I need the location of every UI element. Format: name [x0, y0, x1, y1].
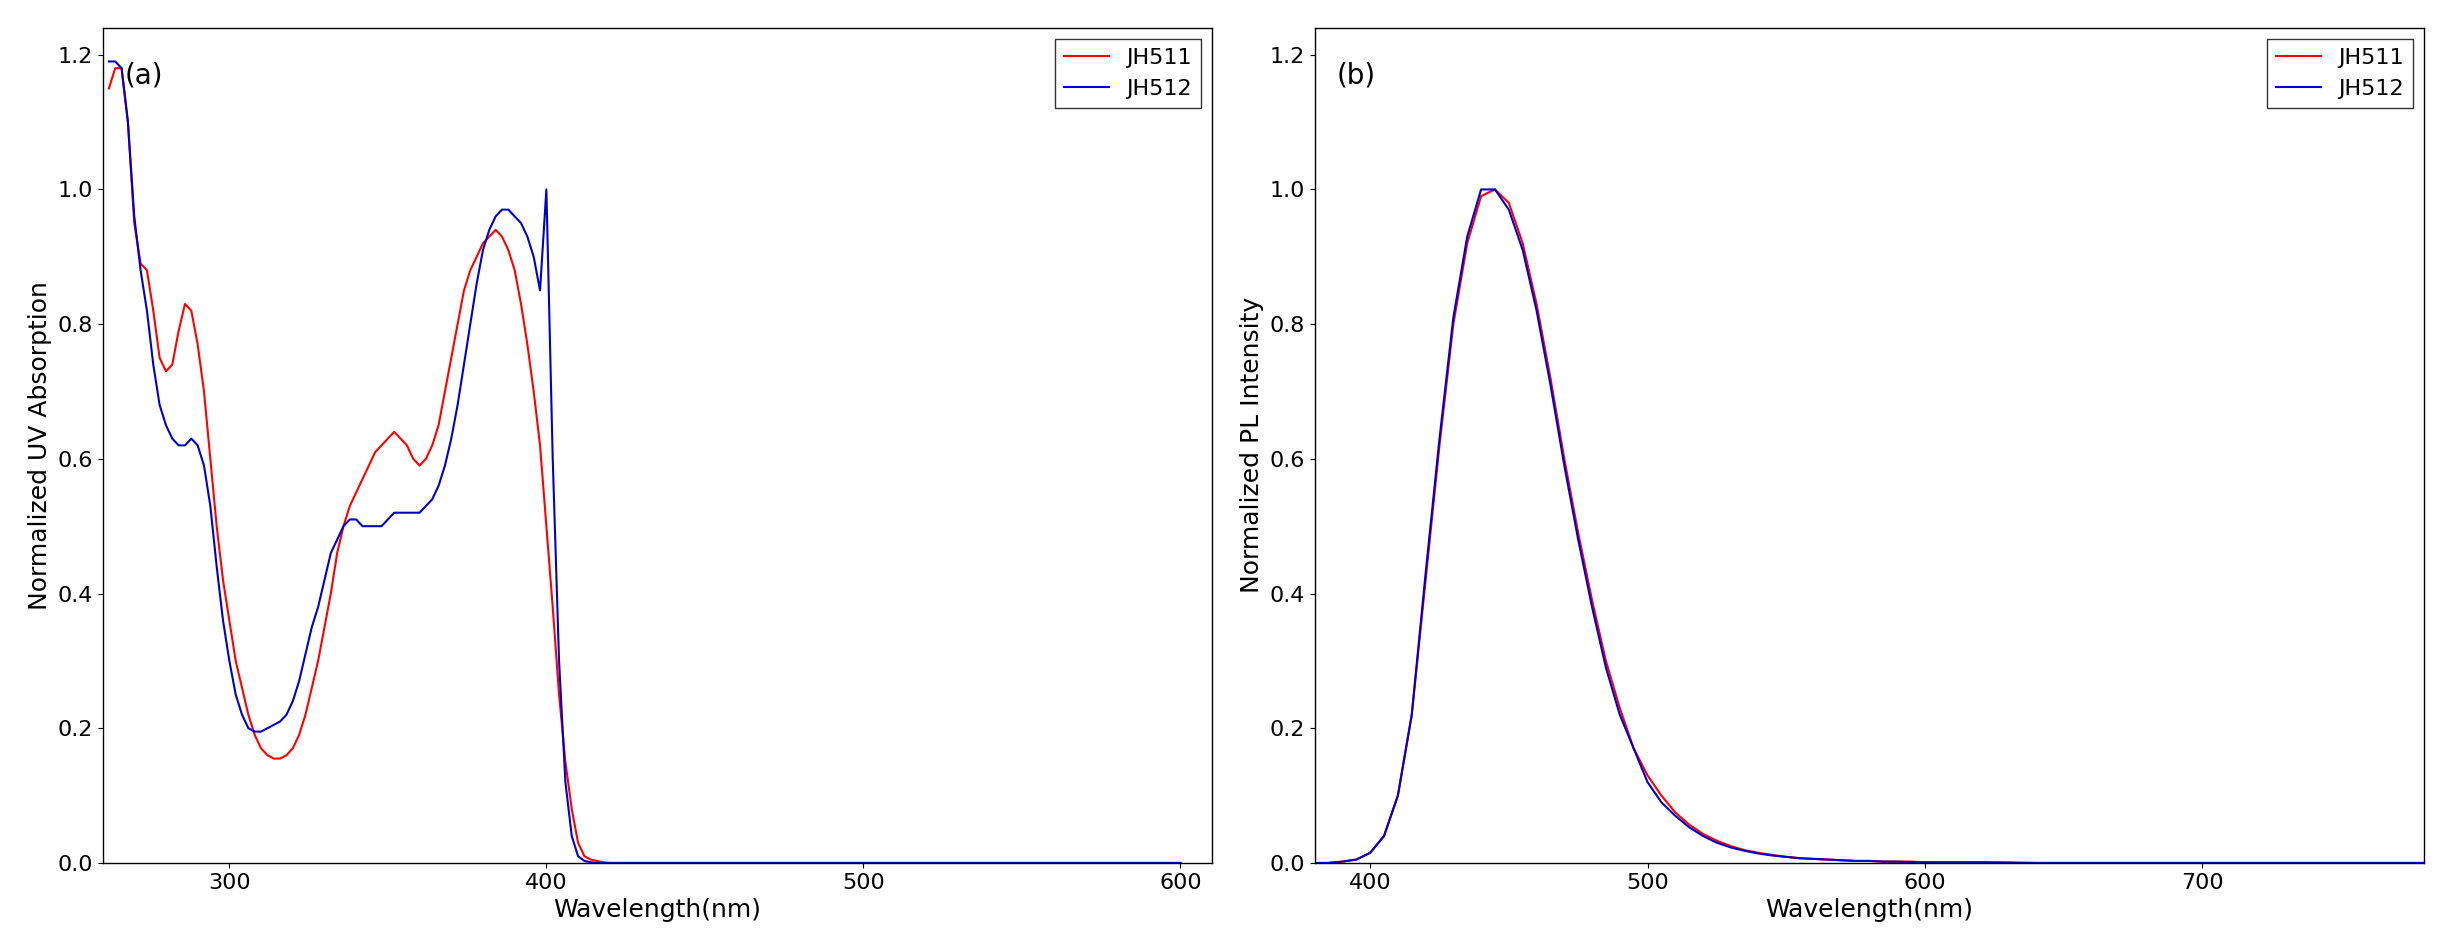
JH512: [216, 656, 245, 667]
JH512: [1743, 847, 1773, 859]
Line: JH512: JH512: [108, 62, 1179, 863]
Y-axis label: Normalized UV Absorption: Normalized UV Absorption: [27, 281, 51, 610]
JH512: [2381, 857, 2410, 868]
JH511: [221, 656, 250, 667]
Line: JH512: JH512: [1314, 189, 2425, 863]
JH511: [596, 857, 625, 868]
JH512: [1300, 857, 1329, 868]
JH511: [1300, 857, 1329, 868]
JH512: [1466, 183, 1496, 195]
JH512: [1577, 601, 1606, 613]
JH512: [912, 857, 942, 868]
Text: (b): (b): [1336, 61, 1376, 89]
Legend: JH511, JH512: JH511, JH512: [2268, 39, 2413, 107]
JH512: [417, 494, 446, 505]
JH512: [1910, 857, 1940, 868]
JH512: [1716, 842, 1746, 853]
JH511: [2381, 857, 2410, 868]
JH512: [240, 726, 270, 737]
JH511: [424, 420, 454, 431]
JH511: [1165, 857, 1194, 868]
JH511: [1550, 453, 1579, 465]
JH511: [1577, 595, 1606, 606]
JH512: [1550, 460, 1579, 471]
Line: JH511: JH511: [108, 68, 1179, 863]
JH511: [476, 231, 505, 242]
X-axis label: Wavelength(nm): Wavelength(nm): [554, 898, 760, 922]
JH512: [1165, 857, 1194, 868]
Y-axis label: Normalized PL Intensity: Normalized PL Intensity: [1241, 297, 1263, 594]
JH511: [817, 857, 846, 868]
Legend: JH511, JH512: JH511, JH512: [1054, 39, 1201, 107]
JH511: [1716, 841, 1746, 852]
X-axis label: Wavelength(nm): Wavelength(nm): [1765, 898, 1974, 922]
JH511: [1481, 183, 1510, 195]
JH512: [2410, 857, 2440, 868]
JH512: [785, 857, 814, 868]
JH511: [93, 83, 123, 94]
Line: JH511: JH511: [1314, 189, 2425, 863]
JH512: [584, 857, 613, 868]
JH511: [1743, 847, 1773, 859]
JH511: [245, 743, 275, 754]
JH511: [976, 857, 1005, 868]
Text: (a): (a): [125, 61, 164, 89]
JH511: [1910, 857, 1940, 868]
JH512: [468, 244, 498, 256]
JH512: [93, 56, 123, 67]
JH511: [101, 63, 130, 74]
JH511: [2410, 857, 2440, 868]
